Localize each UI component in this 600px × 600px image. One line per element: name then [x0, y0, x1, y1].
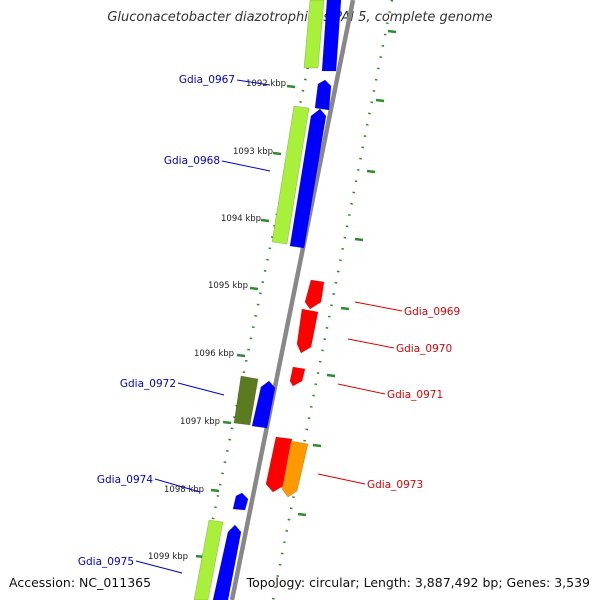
leader-gdia-0972	[177, 382, 225, 396]
gene-blue-top[interactable]	[321, 0, 342, 72]
gene-olive-0972[interactable]	[233, 375, 259, 426]
map-title: Gluconacetobacter diazotrophicus PAI 5, …	[107, 10, 493, 25]
label-gdia-0972[interactable]: Gdia_0972	[120, 378, 176, 390]
gene-lime-0968[interactable]	[271, 105, 310, 245]
tick-right-2	[375, 98, 385, 103]
tick-1097	[222, 420, 232, 425]
forward-track-guide	[194, 0, 324, 600]
tick-right-7	[312, 443, 322, 448]
kbp-label-1095: 1095 kbp	[208, 281, 248, 291]
accession-text: Accession: NC_011365	[9, 575, 152, 590]
forward-genes	[193, 0, 342, 600]
gene-gdia-0969[interactable]	[304, 279, 325, 310]
gene-gdia-0968[interactable]	[289, 108, 327, 249]
label-gdia-0967[interactable]: Gdia_0967	[179, 74, 235, 86]
label-gdia-0971[interactable]: Gdia_0971	[387, 389, 443, 401]
label-gdia-0970[interactable]: Gdia_0970	[396, 343, 452, 355]
kbp-label-1093: 1093 kbp	[233, 147, 273, 157]
leader-gdia-0970	[347, 338, 395, 349]
genome-summary: Topology: circular; Length: 3,887,492 bp…	[246, 575, 590, 590]
kbp-label-1096: 1096 kbp	[194, 349, 234, 359]
gene-gdia-0971[interactable]	[289, 366, 306, 387]
gene-gdia-0973-red[interactable]	[265, 436, 293, 493]
tick-1094	[260, 218, 270, 223]
tick-right-5	[340, 306, 350, 311]
reverse-genes	[265, 279, 325, 498]
gene-lime-0975[interactable]	[193, 519, 224, 600]
tick-right-6	[326, 373, 336, 378]
gene-gdia-0970[interactable]	[296, 308, 319, 354]
tick-1093	[272, 151, 282, 156]
tick-1095	[249, 286, 259, 291]
gene-gdia-0967[interactable]	[314, 79, 332, 111]
tick-marks	[195, 29, 397, 559]
leader-gdia-0967	[236, 79, 271, 86]
reverse-gene-labels: Gdia_0969 Gdia_0970 Gdia_0971 Gdia_0973	[367, 306, 460, 491]
tick-1096	[236, 353, 246, 358]
leader-gdia-0969	[354, 301, 403, 312]
leader-gdia-0971	[337, 383, 386, 395]
label-gdia-0969[interactable]: Gdia_0969	[404, 306, 460, 318]
tick-1092	[286, 84, 296, 89]
leader-gdia-0974	[154, 478, 201, 493]
tick-1098	[210, 488, 220, 493]
gene-lime-top[interactable]	[303, 0, 325, 69]
kbp-label-1094: 1094 kbp	[221, 214, 261, 224]
leader-gdia-0968	[221, 160, 271, 172]
tick-right-1	[387, 29, 397, 34]
leader-gdia-0975	[135, 560, 183, 574]
kbp-label-1098: 1098 kbp	[164, 485, 204, 495]
gene-gdia-0974[interactable]	[232, 492, 249, 511]
genome-backbone	[229, 0, 356, 600]
forward-gene-labels: Gdia_0967 Gdia_0968 Gdia_0972 Gdia_0974 …	[78, 74, 235, 568]
label-gdia-0975[interactable]: Gdia_0975	[78, 556, 134, 568]
tick-right-8	[297, 512, 307, 517]
kbp-label-1099: 1099 kbp	[148, 552, 188, 562]
reverse-leaders	[317, 301, 403, 485]
gene-gdia-0972[interactable]	[251, 380, 276, 429]
label-gdia-0974[interactable]: Gdia_0974	[97, 474, 153, 486]
gene-gdia-0973[interactable]	[281, 440, 309, 498]
gene-gdia-0975[interactable]	[212, 524, 242, 600]
label-gdia-0968[interactable]: Gdia_0968	[164, 155, 220, 167]
leader-gdia-0973	[317, 473, 366, 485]
forward-leaders	[135, 79, 271, 574]
label-gdia-0973[interactable]: Gdia_0973	[367, 479, 423, 491]
tick-right-4	[354, 237, 364, 242]
kbp-label-1097: 1097 kbp	[180, 417, 220, 427]
tick-right-3	[366, 169, 376, 174]
